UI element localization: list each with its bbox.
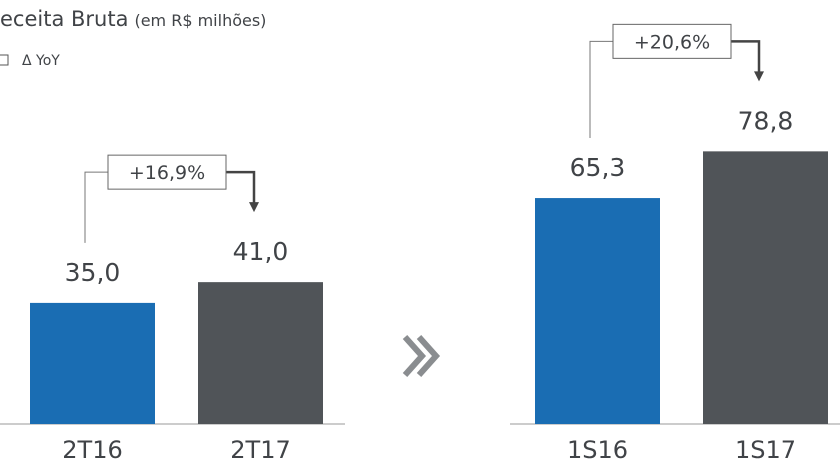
x-tick-label: 2T16	[62, 436, 122, 464]
chevron-part	[402, 334, 427, 378]
value-label: 41,0	[233, 237, 289, 266]
bracket	[226, 170, 256, 205]
x-tick-label: 1S16	[567, 436, 628, 464]
chevron-part	[416, 334, 441, 378]
bracket	[731, 40, 761, 74]
annotation: +16,9%	[129, 162, 205, 184]
legend-label: Δ YoY	[22, 53, 60, 69]
x-tick-label: 1S17	[735, 436, 796, 464]
annotation-box	[107, 154, 227, 190]
arrow-head	[249, 202, 259, 213]
value-label: 78,8	[738, 106, 794, 135]
annotation-box	[612, 23, 732, 59]
value-label: 35,0	[65, 258, 121, 287]
bar	[30, 302, 155, 424]
bar	[703, 151, 828, 425]
value-label: 65,3	[570, 153, 626, 182]
bracket	[589, 40, 613, 139]
annotation: +20,6%	[634, 31, 710, 53]
arrow-head	[754, 71, 764, 82]
bar	[535, 198, 660, 424]
x-tick-label: 2T17	[230, 436, 290, 464]
title: eceita Bruta (em R$ milhões)	[0, 7, 266, 31]
legend-swatch	[0, 54, 9, 66]
subtitle: (em R$ milhões)	[134, 11, 266, 30]
chevron	[402, 334, 441, 378]
bracket	[84, 171, 108, 243]
title-main: eceita Bruta	[0, 7, 128, 31]
bar	[198, 282, 323, 424]
